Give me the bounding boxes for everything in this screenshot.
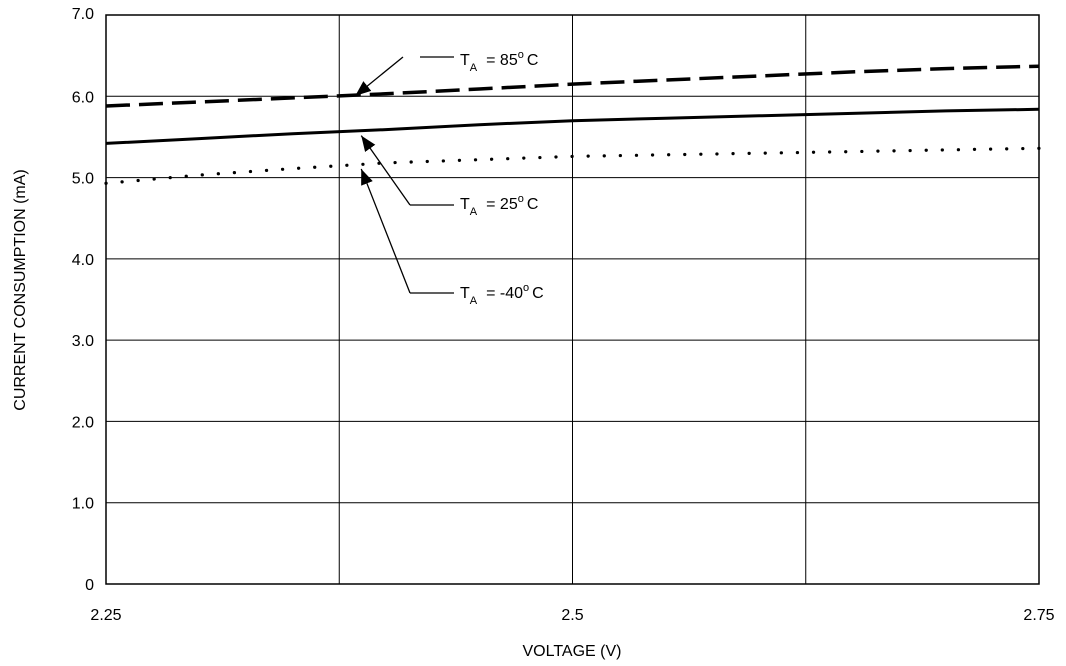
- axes: 0 1.0 2.0 3.0 4.0 5.0 6.0 7.0 2.25 2.5 2.75: [72, 6, 1055, 624]
- x-tick-label: 2.25: [90, 607, 121, 624]
- y-tick-label: 6.0: [72, 89, 94, 106]
- temperature-annotation: TA = -40o C: [360, 168, 544, 307]
- annotation-label: TA = -40o C: [460, 282, 544, 307]
- temperature-annotation: TA = 25o C: [360, 135, 538, 218]
- plot-frame: [105, 14, 1040, 585]
- x-tick-label: 2.75: [1023, 607, 1054, 624]
- temperature-annotation: TA = 85o C: [354, 49, 538, 97]
- y-axis-title: CURRENT CONSUMPTION (mA): [12, 169, 29, 410]
- annotation-arrow: [354, 56, 404, 97]
- annotation-label: TA = 25o C: [460, 193, 538, 218]
- x-tick-label: 2.5: [561, 607, 583, 624]
- series-line-solid: [105, 107, 1040, 145]
- series-line-dotted: [104, 146, 1041, 185]
- y-tick-label: 3.0: [72, 333, 94, 350]
- annotation-arrow: [360, 135, 411, 206]
- x-axis-title: VOLTAGE (V): [523, 643, 622, 660]
- series-line-dashed: [105, 64, 1040, 108]
- y-tick-label: 0: [85, 577, 94, 594]
- annotation-label: TA = 85o C: [460, 49, 538, 74]
- y-tick-label: 2.0: [72, 414, 94, 431]
- annotation-arrow: [360, 168, 411, 294]
- y-tick-label: 1.0: [72, 496, 94, 513]
- y-tick-label: 7.0: [72, 6, 94, 23]
- y-tick-label: 5.0: [72, 171, 94, 188]
- series-layer: [104, 64, 1041, 185]
- y-tick-label: 4.0: [72, 252, 94, 269]
- annotations: TA = 85o C TA = 25o C TA = -40o C: [354, 49, 544, 307]
